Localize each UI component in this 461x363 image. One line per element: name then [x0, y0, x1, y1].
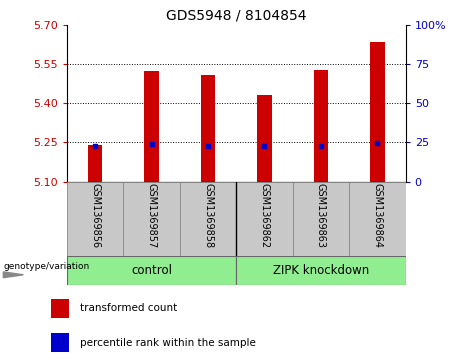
Bar	[51, 299, 69, 318]
Text: percentile rank within the sample: percentile rank within the sample	[80, 338, 256, 348]
Text: control: control	[131, 264, 172, 277]
Bar	[51, 333, 69, 352]
Bar	[123, 182, 180, 256]
Bar	[67, 182, 123, 256]
Text: transformed count: transformed count	[80, 303, 177, 313]
Text: ZIPK knockdown: ZIPK knockdown	[273, 264, 369, 277]
Bar	[236, 182, 293, 256]
Bar	[293, 182, 349, 256]
Text: GSM1369856: GSM1369856	[90, 183, 100, 248]
Bar	[314, 70, 328, 182]
Bar	[236, 256, 406, 285]
Text: GSM1369863: GSM1369863	[316, 183, 326, 248]
Text: GSM1369857: GSM1369857	[147, 183, 157, 248]
Bar	[180, 182, 236, 256]
Bar	[67, 256, 236, 285]
Bar	[144, 72, 159, 182]
Bar	[88, 145, 102, 182]
Title: GDS5948 / 8104854: GDS5948 / 8104854	[166, 9, 307, 23]
Bar	[370, 42, 384, 182]
Bar	[201, 76, 215, 182]
Text: GSM1369864: GSM1369864	[372, 183, 383, 248]
Text: genotype/variation: genotype/variation	[3, 262, 89, 270]
Bar	[349, 182, 406, 256]
Text: GSM1369858: GSM1369858	[203, 183, 213, 248]
Bar	[257, 95, 272, 182]
Polygon shape	[3, 272, 24, 278]
Text: GSM1369862: GSM1369862	[260, 183, 270, 248]
